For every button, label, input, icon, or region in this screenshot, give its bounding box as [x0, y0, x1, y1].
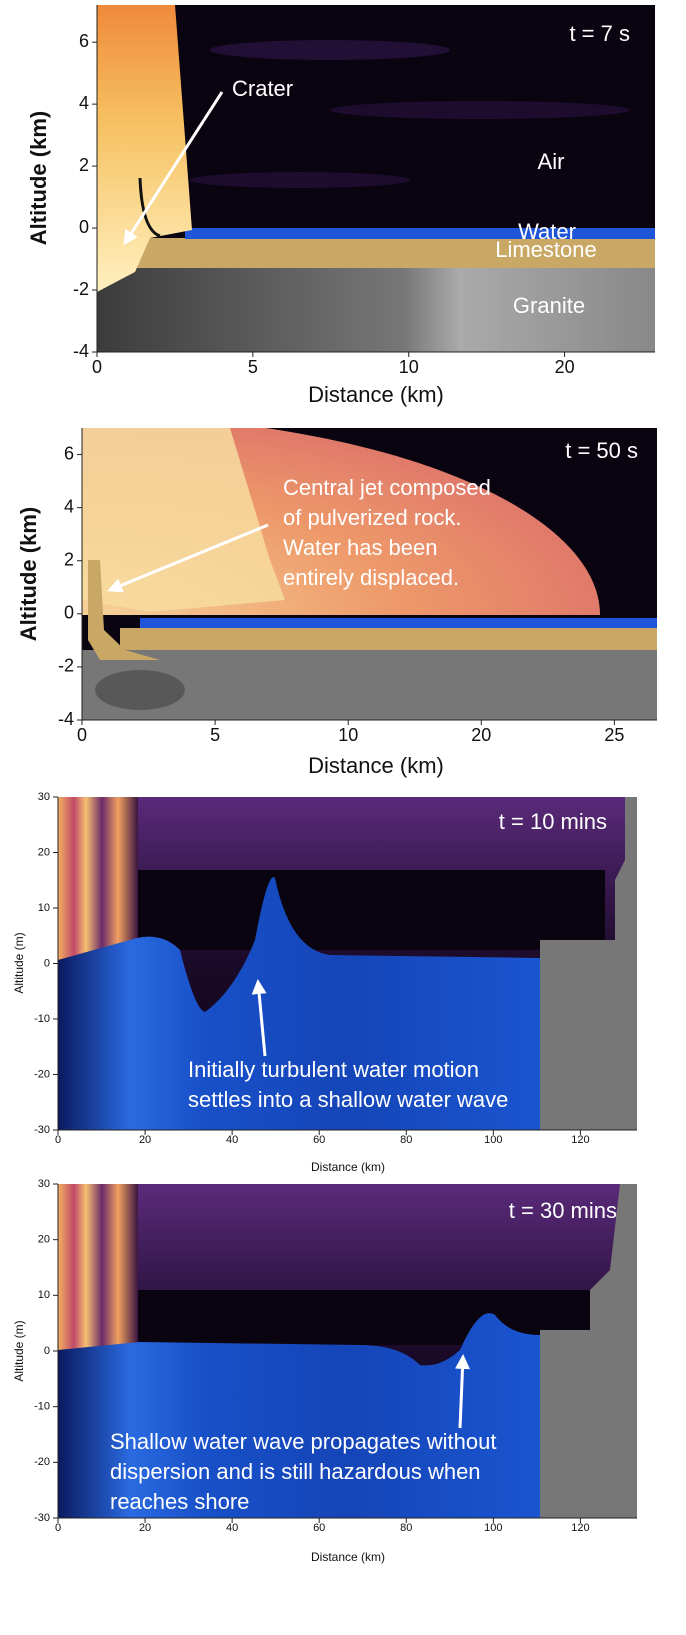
time-label: t = 50 s	[565, 438, 638, 463]
x-tick-label: 80	[400, 1522, 412, 1534]
annotation: dispersion and is still hazardous when	[110, 1459, 481, 1484]
x-tick-label: 25	[604, 725, 624, 745]
simulation-image	[97, 5, 655, 352]
x-tick-label: 0	[92, 357, 102, 377]
x-tick-label: 60	[313, 1522, 325, 1534]
x-tick-label: 5	[248, 357, 258, 377]
y-tick-label: -2	[73, 279, 89, 299]
x-tick-label: 20	[471, 725, 491, 745]
y-tick-label: 0	[79, 217, 89, 237]
annotation: entirely displaced.	[283, 565, 459, 590]
y-tick-label: 2	[64, 549, 74, 569]
annotation: Initially turbulent water motion	[188, 1057, 479, 1082]
x-tick-label: 40	[226, 1522, 238, 1534]
y-tick-label: -30	[34, 1512, 50, 1524]
annotation: Crater	[232, 76, 293, 101]
x-axis-title: Distance (km)	[308, 753, 444, 778]
y-tick-label: 4	[64, 496, 74, 516]
y-tick-label: 0	[64, 603, 74, 623]
time-label: t = 10 mins	[499, 809, 607, 834]
x-tick-label: 10	[338, 725, 358, 745]
y-tick-label: 10	[38, 1289, 50, 1301]
simulation-image	[82, 428, 657, 720]
arrow	[107, 523, 269, 593]
simulation-image	[58, 1184, 637, 1518]
annotation: Shallow water wave propagates without	[110, 1429, 496, 1454]
x-tick-label: 120	[571, 1134, 589, 1146]
x-tick-label: 5	[210, 725, 220, 745]
arrow	[251, 979, 267, 1057]
y-axis-title: Altitude (m)	[12, 932, 26, 993]
region-label: Limestone	[495, 237, 597, 262]
y-tick-label: -4	[58, 709, 74, 729]
y-tick-label: 20	[38, 846, 50, 858]
annotation: of pulverized rock.	[283, 505, 462, 530]
arrow	[123, 91, 224, 246]
region-label: Granite	[513, 293, 585, 318]
x-tick-label: 100	[484, 1522, 502, 1534]
annotation: reaches shore	[110, 1489, 249, 1514]
y-tick-label: -10	[34, 1401, 50, 1413]
x-tick-label: 20	[139, 1522, 151, 1534]
y-tick-label: 0	[44, 957, 50, 969]
annotation: settles into a shallow water wave	[188, 1087, 508, 1112]
x-axis-title: Distance (km)	[308, 382, 444, 407]
y-tick-label: 30	[38, 1178, 50, 1190]
annotation: Central jet composed	[283, 475, 491, 500]
y-tick-label: -20	[34, 1456, 50, 1468]
y-tick-label: 20	[38, 1234, 50, 1246]
x-tick-label: 100	[484, 1134, 502, 1146]
y-axis-title: Altitude (m)	[12, 1320, 26, 1381]
x-tick-label: 40	[226, 1134, 238, 1146]
y-tick-label: 0	[44, 1345, 50, 1357]
x-tick-label: 20	[555, 357, 575, 377]
annotation: Water has been	[283, 535, 438, 560]
x-tick-label: 0	[55, 1522, 61, 1534]
y-tick-label: 6	[79, 31, 89, 51]
y-tick-label: 6	[64, 443, 74, 463]
simulation-image	[58, 797, 637, 1130]
region-label: Air	[538, 149, 565, 174]
x-tick-label: 10	[399, 357, 419, 377]
region-label: Water	[518, 219, 576, 244]
y-tick-label: -2	[58, 656, 74, 676]
x-tick-label: 120	[571, 1522, 589, 1534]
time-label: t = 7 s	[569, 21, 630, 46]
x-tick-label: 20	[139, 1134, 151, 1146]
x-axis-title: Distance (km)	[311, 1160, 385, 1174]
y-tick-label: -4	[73, 341, 89, 361]
y-tick-label: 30	[38, 791, 50, 803]
y-tick-label: -10	[34, 1013, 50, 1025]
x-tick-label: 60	[313, 1134, 325, 1146]
x-tick-label: 0	[77, 725, 87, 745]
time-label: t = 30 mins	[509, 1198, 617, 1223]
x-tick-label: 80	[400, 1134, 412, 1146]
x-tick-label: 0	[55, 1134, 61, 1146]
y-tick-label: -20	[34, 1068, 50, 1080]
y-axis-title: Altitude (km)	[16, 507, 41, 641]
x-axis-title: Distance (km)	[311, 1550, 385, 1564]
y-tick-label: -30	[34, 1124, 50, 1136]
y-tick-label: 4	[79, 93, 89, 113]
y-axis-title: Altitude (km)	[26, 111, 51, 245]
arrow	[455, 1354, 470, 1429]
y-tick-label: 10	[38, 902, 50, 914]
y-tick-label: 2	[79, 155, 89, 175]
